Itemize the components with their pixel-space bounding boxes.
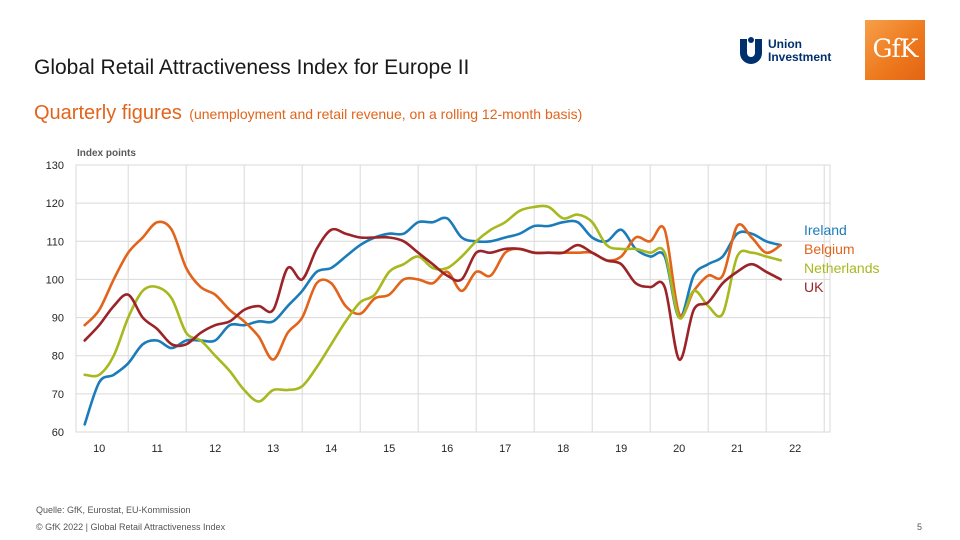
- x-tick-label: 16: [441, 443, 453, 455]
- union-logo-line2: Investment: [768, 50, 832, 64]
- y-tick-label: 100: [46, 274, 64, 286]
- grid: [76, 165, 830, 432]
- series-line-netherlands: [83, 204, 782, 403]
- x-tick-label: 15: [383, 443, 395, 455]
- series-line-belgium: [83, 220, 782, 361]
- legend-label-uk: UK: [804, 279, 824, 295]
- legend-label-belgium: Belgium: [804, 241, 855, 257]
- series-line-uk: [83, 227, 782, 361]
- x-tick-label: 19: [615, 443, 627, 455]
- y-tick-label: 110: [46, 236, 64, 248]
- x-tick-labels: 10 11 12 13 14 15 16 17 18 19 20 21 22: [93, 443, 801, 455]
- slide-title: Global Retail Attractiveness Index for E…: [34, 56, 470, 79]
- x-tick-label: 17: [499, 443, 511, 455]
- source-note: Quelle: GfK, Eurostat, EU-Kommission: [36, 505, 191, 515]
- y-tick-labels: 60 70 80 90 100 110 120 130: [46, 160, 64, 439]
- x-tick-label: 21: [731, 443, 743, 455]
- footer-copyright: © GfK 2022 | Global Retail Attractivenes…: [36, 522, 226, 532]
- gfk-logo: GfK: [865, 20, 925, 80]
- x-tick-label: 18: [557, 443, 569, 455]
- legend: Ireland Belgium Netherlands UK: [804, 222, 880, 295]
- x-tick-label: 10: [93, 443, 105, 455]
- y-tick-label: 80: [52, 351, 64, 363]
- union-investment-logo-icon: [740, 37, 762, 64]
- plot-area: [75, 164, 831, 433]
- x-tick-label: 22: [789, 443, 801, 455]
- legend-label-ireland: Ireland: [804, 222, 847, 238]
- gfk-logo-text: GfK: [872, 34, 919, 63]
- union-logo-line1: Union: [768, 37, 802, 51]
- x-tick-label: 14: [325, 443, 337, 455]
- x-tick-label: 20: [673, 443, 685, 455]
- y-axis-label: Index points: [77, 148, 136, 159]
- x-tick-label: 13: [267, 443, 279, 455]
- y-tick-label: 130: [46, 160, 64, 172]
- subtitle-note: (unemployment and retail revenue, on a r…: [189, 106, 583, 122]
- subtitle-main: Quarterly figures: [34, 102, 182, 124]
- union-investment-logo: Union Investment: [736, 34, 848, 70]
- y-tick-label: 70: [52, 389, 64, 401]
- slide-subtitle: Quarterly figures (unemployment and reta…: [34, 102, 582, 125]
- page-number: 5: [917, 522, 923, 532]
- x-tick-label: 11: [151, 443, 162, 455]
- y-tick-label: 90: [52, 313, 64, 325]
- y-tick-label: 60: [52, 427, 64, 439]
- series-lines: [83, 204, 782, 426]
- y-tick-label: 120: [46, 198, 64, 210]
- x-tick-label: 12: [209, 443, 221, 455]
- legend-label-netherlands: Netherlands: [804, 260, 880, 276]
